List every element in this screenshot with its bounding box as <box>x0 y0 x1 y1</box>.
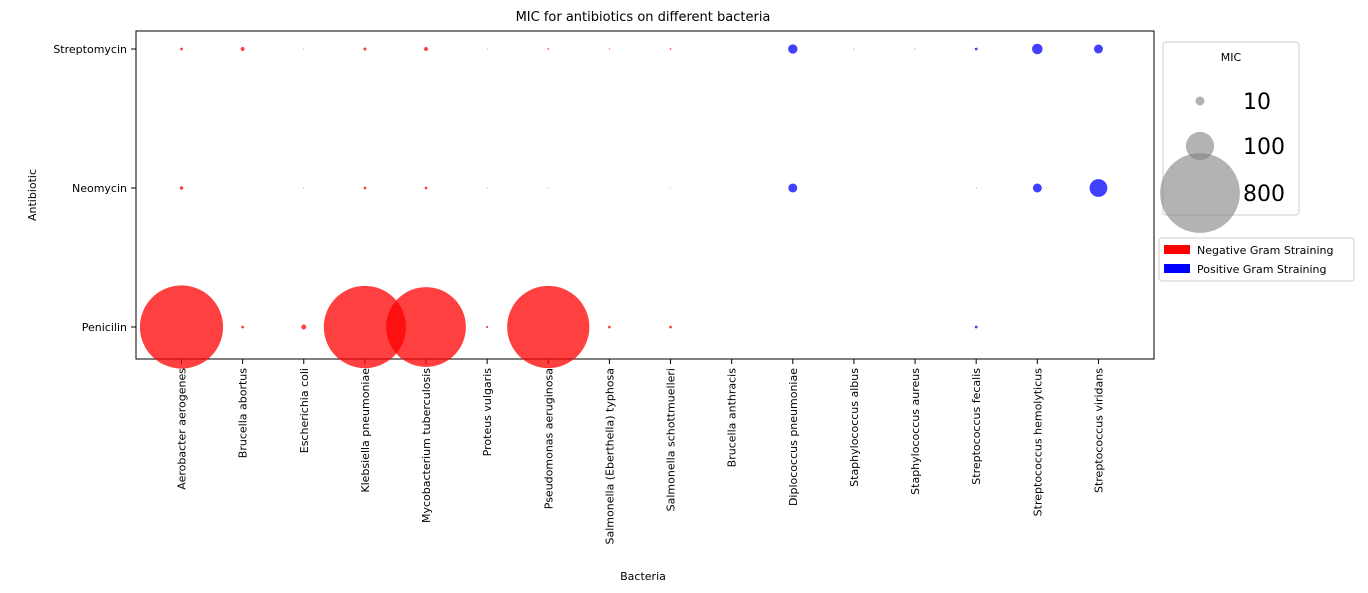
x-tick-label: Diplococcus pneumoniae <box>787 368 800 506</box>
bubble-neomycin-5 <box>486 187 488 189</box>
x-tick-label: Streptococcus fecalis <box>970 368 983 485</box>
bubble-penicilin-8 <box>669 325 672 329</box>
y-axis-label: Antibiotic <box>26 169 39 221</box>
x-tick-label: Pseudomonas aeruginosa <box>542 368 555 509</box>
size-legend-marker <box>1195 96 1205 106</box>
bubble-neomycin-8 <box>670 187 671 189</box>
bubble-penicilin-13 <box>974 325 978 329</box>
color-legend-label: Positive Gram Straining <box>1197 263 1327 276</box>
x-tick-label: Escherichia coli <box>298 368 311 453</box>
x-tick-label: Streptococcus hemolyticus <box>1031 368 1044 517</box>
bubble-streptomycin-0 <box>180 47 183 51</box>
x-tick-label: Brucella abortus <box>237 368 250 458</box>
bubble-neomycin-14 <box>1032 183 1042 193</box>
bubble-penicilin-3 <box>323 285 407 369</box>
x-tick-label: Salmonella (Eberthella) typhosa <box>603 368 616 545</box>
bubble-streptomycin-14 <box>1032 43 1043 55</box>
x-tick-label: Staphylococcus albus <box>848 368 861 487</box>
x-tick-label: Salmonella schottmuelleri <box>665 368 678 511</box>
y-tick-label: Neomycin <box>72 182 127 195</box>
bubble-streptomycin-13 <box>974 47 978 51</box>
x-tick-label: Aerobacter aerogenes <box>176 368 189 490</box>
x-tick-label: Mycobacterium tuberculosis <box>420 368 433 523</box>
size-legend-label: 800 <box>1243 182 1285 207</box>
bubble-penicilin-5 <box>486 325 489 329</box>
bubble-penicilin-0 <box>139 285 224 369</box>
bubble-streptomycin-15 <box>1093 44 1103 54</box>
bubble-penicilin-7 <box>608 325 611 329</box>
color-legend-swatch <box>1164 245 1190 254</box>
size-legend: MIC 10 100 800 <box>1160 41 1300 233</box>
bubble-streptomycin-10 <box>788 44 798 54</box>
x-tick-label: Proteus vulgaris <box>481 368 494 457</box>
bubble-neomycin-13 <box>975 187 977 189</box>
bubble-penicilin-1 <box>241 325 245 329</box>
x-tick-label: Staphylococcus aureus <box>909 368 922 495</box>
color-legend-swatch <box>1164 264 1190 273</box>
bubble-neomycin-6 <box>547 187 549 189</box>
bubble-streptomycin-4 <box>424 47 429 51</box>
bubble-series <box>139 43 1108 369</box>
bubble-streptomycin-6 <box>547 48 550 50</box>
y-tick-label: Streptomycin <box>53 43 127 56</box>
plot-frame <box>135 30 1155 360</box>
bubble-streptomycin-3 <box>363 47 367 51</box>
bubble-neomycin-15 <box>1089 179 1108 197</box>
bubble-penicilin-4 <box>386 287 466 367</box>
bubble-neomycin-4 <box>424 186 428 190</box>
bubble-streptomycin-11 <box>853 48 855 50</box>
size-legend-label: 10 <box>1243 90 1271 115</box>
bubble-neomycin-3 <box>363 186 367 190</box>
size-legend-marker <box>1160 153 1240 233</box>
x-tick-label: Klebsiella pneumoniae <box>359 368 372 493</box>
x-axis: Aerobacter aerogenes Brucella abortus Esch… <box>176 359 1105 545</box>
bubble-streptomycin-8 <box>669 48 672 50</box>
size-legend-label: 100 <box>1243 135 1285 160</box>
bubble-streptomycin-7 <box>608 48 611 50</box>
x-tick-label: Brucella anthracis <box>726 368 739 468</box>
bubble-streptomycin-2 <box>303 48 305 50</box>
bubble-penicilin-2 <box>301 324 307 330</box>
color-legend: Negative Gram Straining Positive Gram Str… <box>1158 237 1355 282</box>
bubble-streptomycin-12 <box>914 48 916 50</box>
y-tick-label: Penicilin <box>82 321 127 334</box>
y-axis: Streptomycin Neomycin Penicilin <box>53 43 136 334</box>
bubble-penicilin-6 <box>507 285 590 369</box>
color-legend-frame <box>1158 237 1355 282</box>
chart-title: MIC for antibiotics on different bacteri… <box>516 10 771 25</box>
bubble-streptomycin-1 <box>240 47 245 51</box>
bubble-streptomycin-5 <box>486 48 488 50</box>
bubble-neomycin-2 <box>303 187 305 189</box>
bubble-neomycin-0 <box>179 186 184 190</box>
size-legend-title: MIC <box>1221 51 1242 64</box>
x-tick-label: Streptococcus viridans <box>1092 368 1105 493</box>
size-legend-marker <box>1185 131 1215 161</box>
x-axis-label: Bacteria <box>620 570 666 583</box>
color-legend-label: Negative Gram Straining <box>1197 244 1333 257</box>
bubble-neomycin-10 <box>788 183 798 193</box>
